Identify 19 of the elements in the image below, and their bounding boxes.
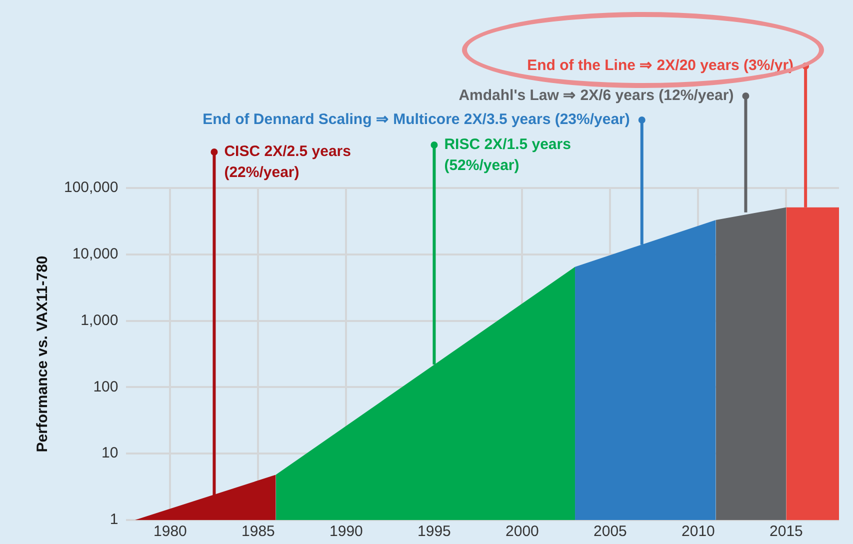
y-tick-label: 10 [102, 444, 118, 462]
x-tick-label: 2000 [506, 523, 539, 540]
x-tick-label: 2015 [770, 523, 803, 540]
x-tick-label: 1990 [330, 523, 363, 540]
y-tick-label: 10,000 [72, 246, 118, 263]
x-tick-label: 1995 [418, 523, 451, 540]
x-tick-label: 2005 [594, 523, 627, 540]
x-tick-label: 1985 [242, 523, 275, 540]
y-tick-label: 1,000 [80, 312, 118, 329]
annotation: RISC 2X/1.5 years (52%/year) [444, 136, 571, 174]
x-tick-label: 2010 [682, 523, 715, 540]
annotation: Amdahl's Law ⇒ 2X/6 years (12%/year) [458, 87, 734, 104]
y-tick-label: 100,000 [64, 179, 118, 196]
y-tick-label: 1 [110, 511, 118, 528]
x-tick-label: 1980 [154, 523, 187, 540]
y-axis-title: Performance vs. VAX11-780 [34, 256, 52, 452]
annotation: CISC 2X/2.5 years (22%/year) [224, 143, 351, 182]
annotation: End of Dennard Scaling ⇒ Multicore 2X/3.5 years (23%/year) [202, 111, 630, 128]
y-tick-label: 100 [93, 378, 118, 396]
